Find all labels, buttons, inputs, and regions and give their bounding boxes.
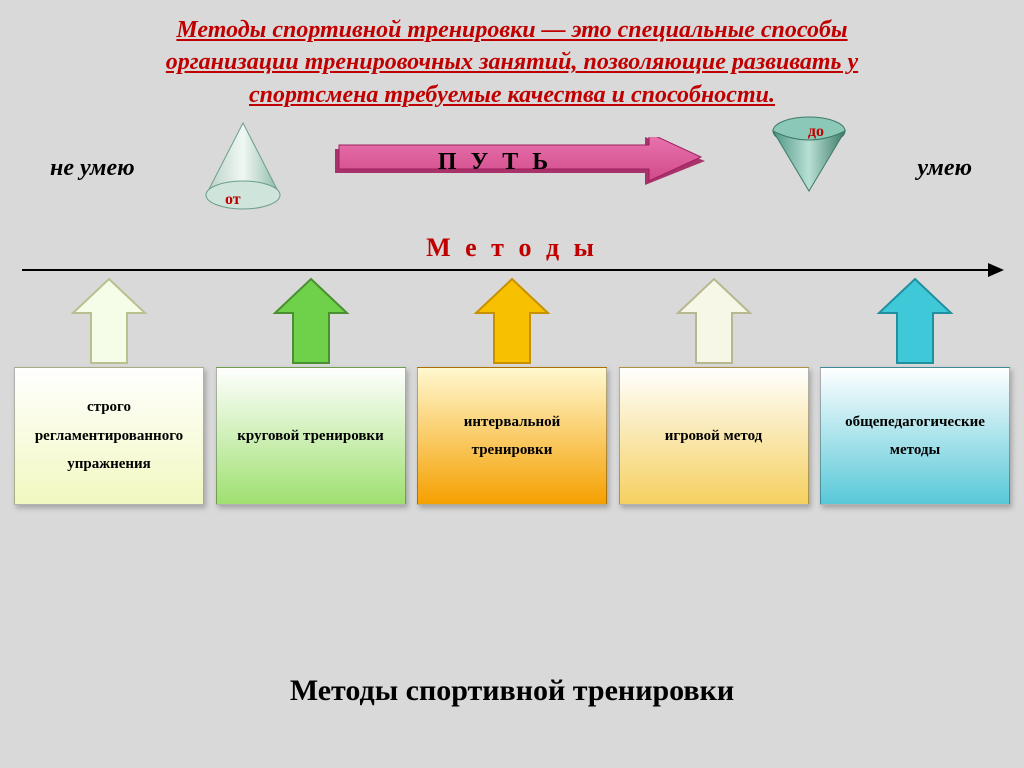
method-card-label: общепедагогические методы (827, 408, 1003, 465)
up-arrow-icon (619, 271, 809, 367)
method-card-label: интервальной тренировки (424, 408, 600, 465)
method-card-label: круговой тренировки (237, 422, 383, 451)
left-state-label: не умею (50, 155, 135, 182)
to-label: до (808, 123, 824, 141)
up-arrow-icon (216, 271, 406, 367)
title-line-3: спортсмена требуемые качества и способно… (40, 79, 984, 111)
up-arrow-icon (417, 271, 607, 367)
path-row: не умею умею от до (0, 115, 1024, 235)
method-card: игровой метод (619, 367, 809, 505)
method-col-4: общепедагогические методы (820, 271, 1010, 505)
cards-row: строго регламентированного упражнения кр… (0, 271, 1024, 505)
up-arrow-icon (820, 271, 1010, 367)
method-card-label: игровой метод (665, 422, 763, 451)
method-card: круговой тренировки (216, 367, 406, 505)
title-line-1: Методы спортивной тренировки — это специ… (40, 14, 984, 46)
cone-up-icon (200, 121, 286, 217)
method-card: общепедагогические методы (820, 367, 1010, 505)
title-block: Методы спортивной тренировки — это специ… (0, 0, 1024, 115)
methods-header: М е т о д ы (0, 233, 1024, 263)
right-state-label: умею (917, 155, 972, 182)
method-card-label: строго регламентированного упражнения (21, 393, 197, 479)
method-card: строго регламентированного упражнения (14, 367, 204, 505)
title-line-2: организации тренировочных занятий, позво… (40, 46, 984, 78)
method-col-0: строго регламентированного упражнения (14, 271, 204, 505)
footer-title: Методы спортивной тренировки (0, 674, 1024, 708)
method-col-2: интервальной тренировки (417, 271, 607, 505)
path-arrow-label: П У Т Ь (335, 149, 655, 176)
up-arrow-icon (14, 271, 204, 367)
method-col-1: круговой тренировки (216, 271, 406, 505)
method-col-3: игровой метод (619, 271, 809, 505)
method-card: интервальной тренировки (417, 367, 607, 505)
from-label: от (225, 191, 241, 209)
